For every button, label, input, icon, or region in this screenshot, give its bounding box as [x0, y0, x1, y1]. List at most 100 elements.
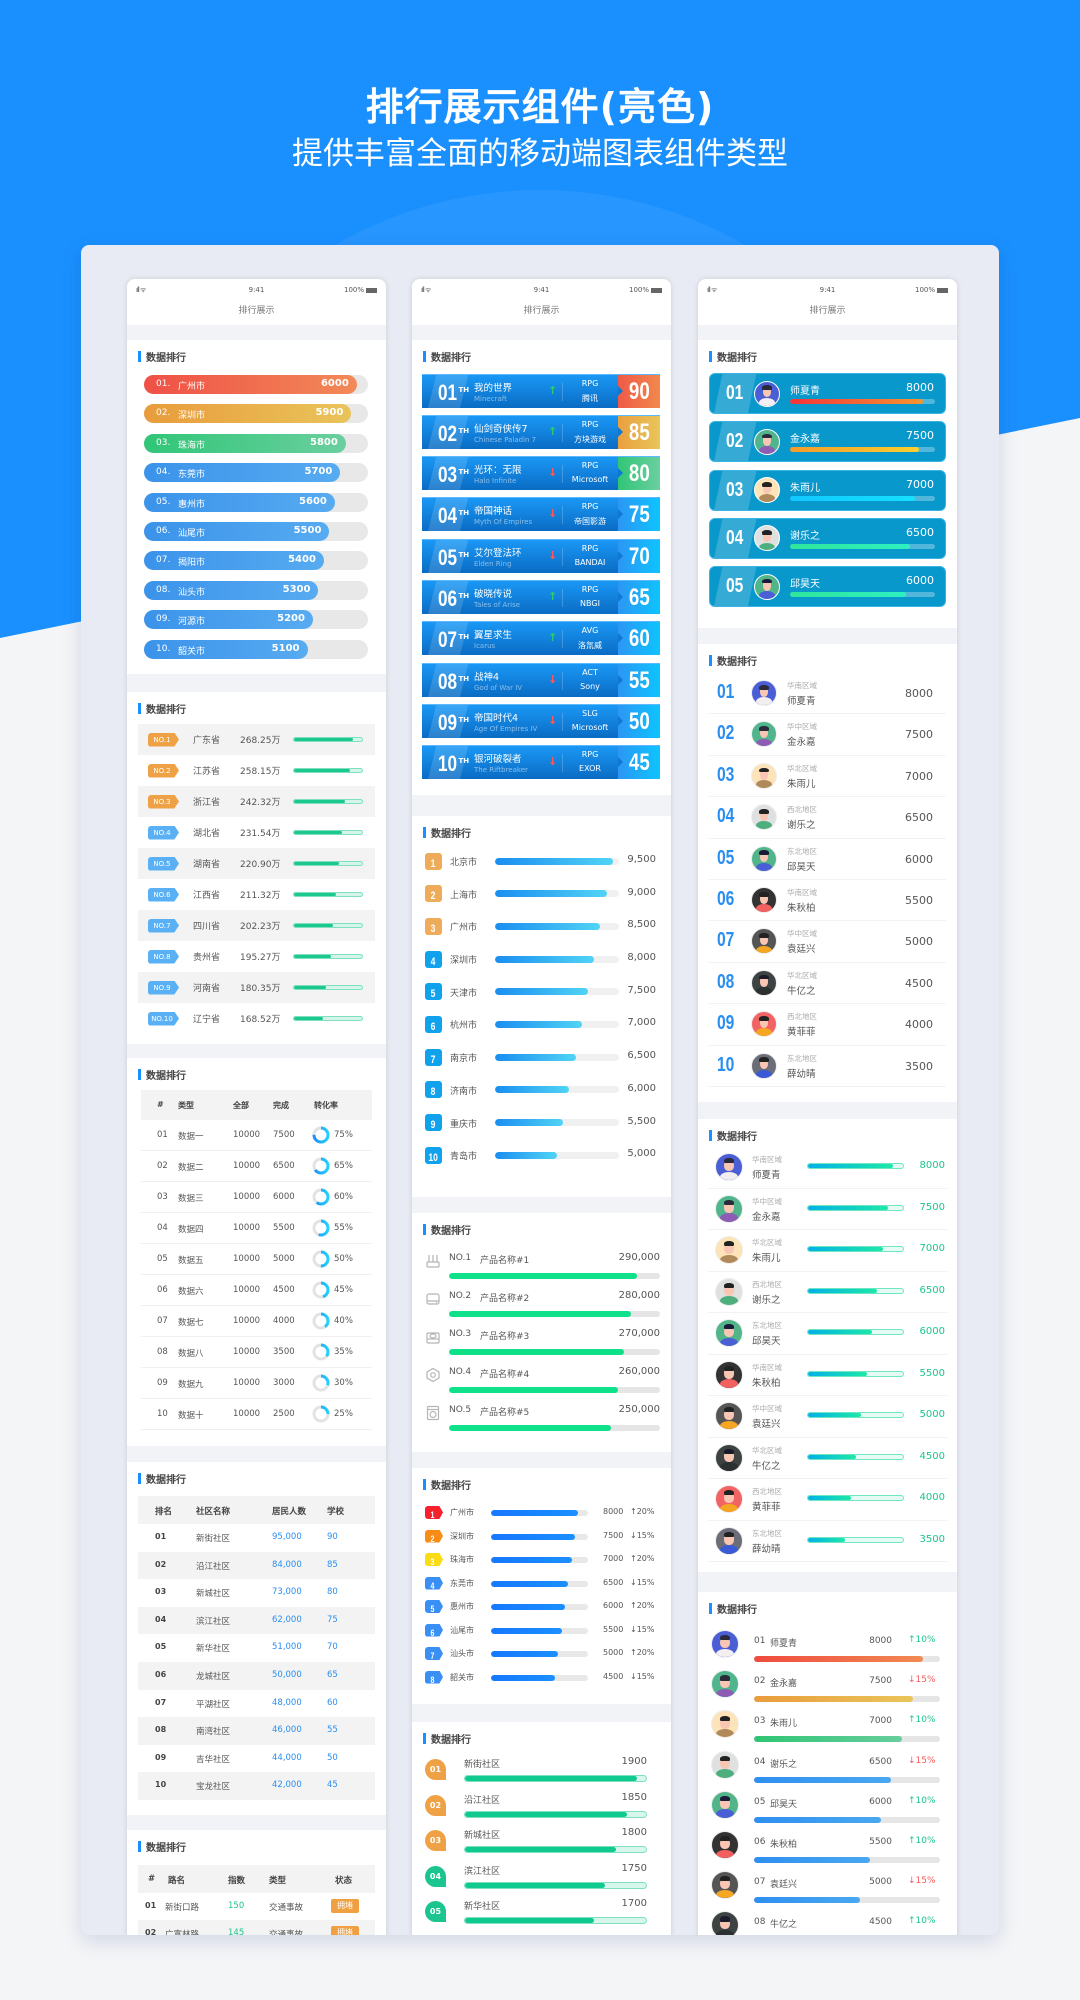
person-row[interactable]: 04 谢乐之 6500 ↓15% [698, 1745, 957, 1785]
community-row[interactable]: 02 沿江社区 1850 [412, 1790, 671, 1826]
table-row[interactable]: 07 平湖社区 48,000 60 [138, 1689, 375, 1718]
table-row[interactable]: 08 南湾社区 46,000 55 [138, 1717, 375, 1745]
city-row[interactable]: 9 重庆市 5,500 [412, 1107, 671, 1140]
person-row[interactable]: 华南区域 朱秋柏 5500 [708, 1355, 947, 1396]
city-row[interactable]: 4 深圳市 8,000 [412, 943, 671, 976]
game-row[interactable]: 05TH 艾尔登法环 Elden Ring ↓ RPG BANDAI 70 [412, 535, 671, 576]
province-row[interactable]: NO.2 江苏省 258.15万 [138, 755, 375, 786]
bar-row[interactable]: 01. 广州市 6000 [127, 370, 386, 399]
bar-row[interactable]: 09. 河源市 5200 [127, 605, 386, 634]
bar-row[interactable]: 03. 珠海市 5800 [127, 429, 386, 458]
table-row[interactable]: 10 数据十 10000 2500 25% [141, 1399, 372, 1430]
table-row[interactable]: 09 数据九 10000 3000 30% [141, 1368, 372, 1399]
city-row[interactable]: 3 珠海市 7000 ↑20% [412, 1548, 671, 1572]
city-row[interactable]: 7 汕头市 5000 ↑20% [412, 1642, 671, 1666]
product-row[interactable]: NO.1 产品名称#1 290,000 [412, 1245, 671, 1283]
city-row[interactable]: 8 济南市 6,000 [412, 1074, 671, 1107]
city-row[interactable]: 6 杭州市 7,000 [412, 1008, 671, 1041]
community-row[interactable]: 04 滨江社区 1750 [412, 1861, 671, 1897]
game-row[interactable]: 03TH 光环：无限 Halo Infinite ↓ RPG Microsoft 80 [412, 453, 671, 494]
top-card-row[interactable]: 01 师夏青 8000 [698, 373, 957, 421]
bar-row[interactable]: 02. 深圳市 5900 [127, 399, 386, 428]
city-row[interactable]: 10 青岛市 5,000 [412, 1139, 671, 1172]
person-row[interactable]: 东北地区 邱昊天 6000 [708, 1313, 947, 1355]
game-row[interactable]: 01TH 我的世界 Minecraft ↑ RPG 腾讯 90 [412, 370, 671, 411]
table-row[interactable]: 04 数据四 10000 5500 55% [141, 1213, 372, 1244]
person-row[interactable]: 01 师夏青 8000 ↑10% [698, 1624, 957, 1664]
game-row[interactable]: 09TH 帝国时代4 Age Of Empires IV ↓ SLG Microsoft 5… [412, 700, 671, 741]
product-row[interactable]: NO.2 产品名称#2 280,000 [412, 1283, 671, 1321]
game-row[interactable]: 04TH 帝国神话 Myth Of Empires ↓ RPG 帝国影游 75 [412, 494, 671, 535]
person-row[interactable]: 06 华南区域 朱秋柏 5500 [709, 880, 946, 922]
person-row[interactable]: 05 邱昊天 6000 ↑10% [698, 1785, 957, 1825]
province-row[interactable]: NO.5 湖南省 220.90万 [138, 848, 375, 879]
city-row[interactable]: 2 上海市 9,000 [412, 878, 671, 911]
city-row[interactable]: 4 东莞市 6500 ↓15% [412, 1572, 671, 1596]
game-row[interactable]: 07TH 翼星求生 Icarus ↑ AVG 洛氚威 60 [412, 618, 671, 659]
table-row[interactable]: 03 新城社区 73,000 80 [138, 1579, 375, 1607]
province-row[interactable]: NO.6 江西省 211.32万 [138, 879, 375, 910]
community-row[interactable]: 01 新街社区 1900 [412, 1754, 671, 1790]
table-row[interactable]: 01 数据一 10000 7500 75% [141, 1120, 372, 1151]
city-row[interactable]: 1 广州市 8000 ↑20% [412, 1501, 671, 1525]
community-row[interactable]: 05 新华社区 1700 [412, 1896, 671, 1932]
bar-row[interactable]: 06. 汕尾市 5500 [127, 517, 386, 546]
bar-row[interactable]: 08. 汕头市 5300 [127, 576, 386, 605]
city-row[interactable]: 8 韶关市 4500 ↓15% [412, 1666, 671, 1690]
province-row[interactable]: NO.8 贵州省 195.27万 [138, 941, 375, 972]
city-row[interactable]: 2 深圳市 7500 ↓15% [412, 1525, 671, 1549]
city-row[interactable]: 5 惠州市 6000 ↑20% [412, 1595, 671, 1619]
table-row[interactable]: 10 宝龙社区 42,000 45 [138, 1772, 375, 1800]
province-row[interactable]: NO.1 广东省 268.25万 [138, 724, 375, 755]
person-row[interactable]: 05 东北地区 邱昊天 6000 [709, 839, 946, 880]
person-row[interactable]: 08 牛亿之 4500 ↑10% [698, 1905, 957, 1935]
top-card-row[interactable]: 03 朱雨儿 7000 [698, 469, 957, 518]
city-row[interactable]: 5 天津市 7,500 [412, 976, 671, 1009]
city-row[interactable]: 6 汕尾市 5500 ↓15% [412, 1619, 671, 1643]
person-row[interactable]: 02 华中区域 金永嘉 7500 [709, 714, 946, 756]
table-row[interactable]: 08 数据八 10000 3500 35% [141, 1337, 372, 1368]
table-row[interactable]: 06 龙城社区 50,000 65 [138, 1661, 375, 1690]
product-row[interactable]: NO.3 产品名称#3 270,000 [412, 1321, 671, 1359]
person-row[interactable]: 09 西北地区 黄菲菲 4000 [709, 1004, 946, 1046]
city-row[interactable]: 1 北京市 9,500 [412, 845, 671, 878]
table-row[interactable]: 09 吉华社区 44,000 50 [138, 1744, 375, 1773]
game-row[interactable]: 06TH 破晓传说 Tales of Arise ↑ RPG NBGI 65 [412, 576, 671, 617]
game-row[interactable]: 02TH 仙剑奇侠传7 Chinese Paladin 7 ↑ RPG 方块游戏 85 [412, 411, 671, 452]
person-row[interactable]: 华中区域 袁廷兴 5000 [708, 1396, 947, 1438]
person-row[interactable]: 06 朱秋柏 5500 ↑10% [698, 1825, 957, 1865]
person-row[interactable]: 东北地区 薛幼晴 3500 [708, 1521, 947, 1562]
person-row[interactable]: 07 华中区域 袁廷兴 5000 [709, 921, 946, 963]
person-row[interactable]: 08 华北区域 牛亿之 4500 [709, 963, 946, 1005]
person-row[interactable]: 02 金永嘉 7500 ↓15% [698, 1664, 957, 1704]
game-row[interactable]: 08TH 战神4 God of War IV ↓ ACT Sony 55 [412, 659, 671, 700]
table-row[interactable]: 02 沿江社区 84,000 85 [138, 1551, 375, 1580]
bar-row[interactable]: 05. 惠州市 5600 [127, 488, 386, 517]
top-card-row[interactable]: 02 金永嘉 7500 [698, 421, 957, 469]
table-row[interactable]: 03 数据三 10000 6000 60% [141, 1182, 372, 1213]
bar-row[interactable]: 07. 揭阳市 5400 [127, 546, 386, 575]
table-row[interactable]: 01 新街社区 95,000 90 [138, 1524, 375, 1552]
person-row[interactable]: 华南区域 师夏青 8000 [708, 1147, 947, 1189]
bar-row[interactable]: 04. 东莞市 5700 [127, 458, 386, 487]
table-row[interactable]: 05 新华社区 51,000 70 [138, 1634, 375, 1662]
bar-row[interactable]: 10. 韶关市 5100 [127, 635, 386, 664]
top-card-row[interactable]: 05 邱昊天 6000 [698, 566, 957, 614]
city-row[interactable]: 3 广州市 8,500 [412, 910, 671, 943]
table-row[interactable]: 02 数据二 10000 6500 65% [141, 1151, 372, 1182]
person-row[interactable]: 10 东北地区 薛幼晴 3500 [709, 1046, 946, 1087]
province-row[interactable]: NO.7 四川省 202.23万 [138, 910, 375, 941]
game-row[interactable]: 10TH 银河破裂者 The Riftbreaker ↓ RPG EXOR 45 [412, 742, 671, 783]
person-row[interactable]: 华中区域 金永嘉 7500 [708, 1189, 947, 1230]
product-row[interactable]: NO.5 产品名称#5 250,000 [412, 1397, 671, 1435]
city-row[interactable]: 7 南京市 6,500 [412, 1041, 671, 1074]
province-row[interactable]: NO.3 浙江省 242.32万 [138, 786, 375, 817]
person-row[interactable]: 01 华南区域 师夏青 8000 [709, 673, 946, 715]
table-row[interactable]: 05 数据五 10000 5000 50% [141, 1244, 372, 1275]
table-row[interactable]: 02 广富林路 145 交通事故 拥堵 [138, 1920, 375, 1935]
table-row[interactable]: 06 数据六 10000 4500 45% [141, 1275, 372, 1306]
table-row[interactable]: 04 滨江社区 62,000 75 [138, 1606, 375, 1635]
province-row[interactable]: NO.4 湖北省 231.54万 [138, 817, 375, 848]
table-row[interactable]: 07 数据七 10000 4000 40% [141, 1306, 372, 1337]
person-row[interactable]: 华北区域 朱雨儿 7000 [708, 1230, 947, 1272]
